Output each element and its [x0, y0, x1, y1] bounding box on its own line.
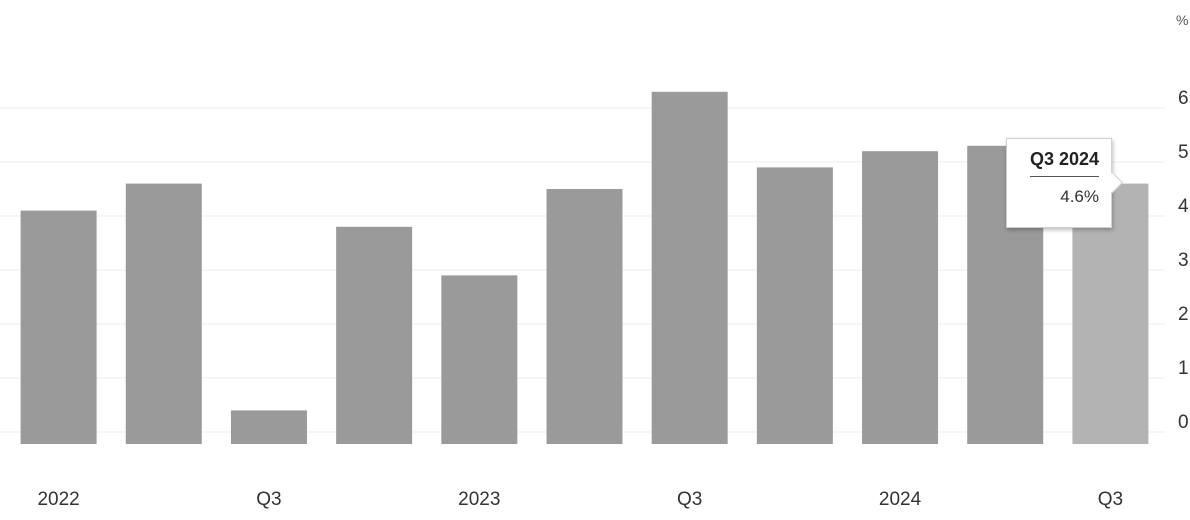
bar-q1-2024[interactable] [862, 151, 938, 444]
y-tick-label: 4 [1178, 196, 1189, 217]
bars [21, 92, 1149, 444]
y-axis-unit-label: % [1176, 12, 1188, 28]
tooltip-title: Q3 2024 [1030, 149, 1099, 177]
bar-q1-2022[interactable] [21, 211, 97, 444]
tooltip-value: 4.6% [1019, 187, 1099, 207]
x-tick-label: 2024 [879, 489, 922, 510]
y-tick-label: 0 [1178, 412, 1189, 433]
bar-q4-2023[interactable] [757, 167, 833, 444]
bar-q2-2023[interactable] [547, 189, 623, 444]
x-tick-label: 2022 [37, 489, 79, 510]
x-tick-label: Q3 [256, 489, 281, 510]
x-axis-ticks: 2022 Q3 2023 Q3 2024 Q3 [37, 489, 1123, 510]
y-tick-label: 5 [1178, 142, 1189, 163]
y-tick-label: 2 [1178, 304, 1189, 325]
y-tick-label: 3 [1178, 250, 1189, 271]
x-tick-label: Q3 [677, 489, 702, 510]
bar-q2-2022[interactable] [126, 184, 202, 444]
x-tick-label: 2023 [458, 489, 500, 510]
bar-q3-2023[interactable] [652, 92, 728, 444]
y-axis-ticks: 0 1 2 3 4 5 6 [1178, 88, 1189, 433]
y-tick-label: 1 [1178, 358, 1189, 379]
bar-q4-2022[interactable] [336, 227, 412, 444]
tooltip: Q3 2024 4.6% [1006, 138, 1112, 228]
x-tick-label: Q3 [1098, 489, 1123, 510]
bar-q3-2022[interactable] [231, 410, 307, 444]
y-tick-label: 6 [1178, 88, 1189, 109]
bar-q1-2023[interactable] [441, 275, 517, 444]
